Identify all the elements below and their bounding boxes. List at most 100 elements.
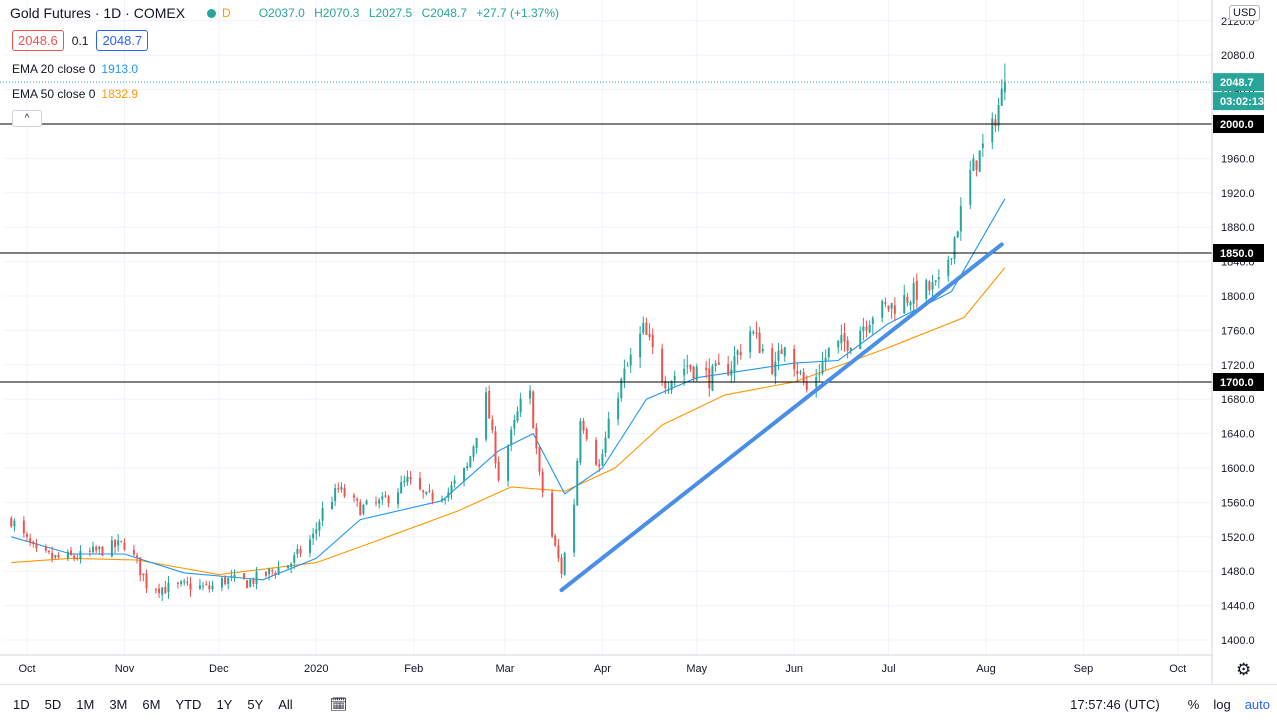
candle (557, 538, 560, 563)
timeframe-1d[interactable]: 1D (13, 697, 30, 712)
buy-price-button[interactable]: 2048.7 (96, 30, 149, 51)
candle (403, 475, 406, 487)
candle (485, 387, 488, 442)
candle (120, 540, 123, 543)
candle (695, 363, 698, 382)
candle (541, 468, 544, 498)
log-toggle[interactable]: log (1213, 697, 1231, 712)
last-price-label-bg (1213, 73, 1264, 92)
timeframe-3m[interactable]: 3M (109, 697, 128, 712)
timeframe-1y[interactable]: 1Y (216, 697, 233, 712)
candle-body (290, 563, 293, 567)
candle (315, 522, 318, 541)
hline-2000-label: 2000.0 (1213, 115, 1264, 133)
price-tick-label: 2080.0 (1221, 50, 1255, 62)
candle (145, 569, 148, 594)
hline-2000-label-text: 2000.0 (1220, 119, 1254, 131)
ema20-label: EMA 20 close 0 (12, 62, 96, 76)
candle (139, 557, 142, 582)
timeframe-5y[interactable]: 5Y (247, 697, 264, 712)
candle (299, 545, 302, 558)
collapse-legend-button[interactable]: ^ (12, 110, 42, 127)
candle (365, 499, 368, 506)
candle-body (202, 585, 205, 587)
candle-body (708, 368, 711, 389)
ema50-legend[interactable]: EMA 50 close 0 1832.9 (12, 87, 138, 101)
gear-icon[interactable]: ⚙ (1236, 660, 1252, 679)
timeframe-6m[interactable]: 6M (142, 697, 161, 712)
candle-body (92, 546, 95, 553)
candle-body (362, 504, 365, 514)
hline-1850-label: 1850.0 (1213, 244, 1264, 262)
ema50-path (11, 267, 1006, 576)
candle-body (868, 324, 871, 333)
candle (761, 344, 764, 354)
candle-body (752, 331, 755, 334)
time-tick-label: 2020 (304, 663, 328, 675)
sell-price-button[interactable]: 2048.6 (12, 30, 64, 51)
timeframe-all[interactable]: All (278, 697, 293, 712)
candle (626, 362, 629, 367)
candle (959, 197, 962, 241)
currency-badge[interactable]: USD (1229, 5, 1261, 21)
candle-body (607, 418, 610, 439)
candle-body (598, 464, 601, 467)
candle-body (595, 440, 598, 465)
candle-body (299, 549, 302, 554)
candle-body (739, 351, 742, 356)
candle (651, 328, 654, 354)
candle-body (513, 419, 516, 429)
candle (211, 580, 214, 592)
candle (425, 491, 428, 496)
candle-body (73, 555, 76, 559)
candle (384, 491, 387, 498)
auto-toggle[interactable]: auto (1244, 697, 1270, 712)
candle (48, 550, 51, 555)
candle (249, 578, 252, 588)
time-axis[interactable]: Oct Nov Dec 2020 Feb Mar Apr May Jun Jul Aug Sep Oct (0, 654, 1212, 675)
candle (123, 538, 126, 552)
price-axis[interactable]: 2120.02080.02040.01960.01920.01880.01840… (1211, 0, 1255, 684)
clock[interactable]: 17:57:46 (UTC) (1070, 697, 1160, 712)
candle-body (466, 465, 469, 469)
time-tick-label: Mar (495, 663, 514, 675)
candle-body (576, 460, 579, 506)
candle (180, 579, 183, 587)
timeframe-1m[interactable]: 1M (76, 697, 95, 712)
candle-body (714, 363, 717, 366)
candle (777, 342, 780, 371)
candle (114, 539, 117, 554)
candle (224, 575, 227, 586)
candle-body (365, 500, 368, 505)
candle (308, 534, 311, 558)
candle-body (906, 296, 909, 303)
candle (202, 582, 205, 591)
candle (450, 481, 453, 500)
candle (264, 571, 267, 578)
candle (906, 292, 909, 307)
candle-body (535, 427, 538, 449)
timeframe-ytd[interactable]: YTD (175, 697, 202, 712)
price-tick-label: 1640.0 (1221, 429, 1255, 441)
candle-body (648, 334, 651, 338)
candle (98, 545, 101, 555)
candle (406, 470, 409, 486)
candle-body (249, 579, 252, 587)
candle (132, 544, 135, 557)
candle (205, 580, 208, 586)
candle-body (758, 332, 761, 354)
ema20-legend[interactable]: EMA 20 close 0 1913.0 (12, 62, 138, 76)
date-range-icon[interactable]: 🗓 (329, 696, 348, 712)
price-chart[interactable]: 2120.02080.02040.01960.01920.01880.01840… (0, 0, 1277, 684)
candle (441, 495, 444, 503)
timeframe-5d[interactable]: 5D (44, 697, 62, 712)
candle (475, 437, 478, 454)
candle (969, 160, 972, 210)
percent-toggle[interactable]: % (1187, 697, 1200, 712)
trendline[interactable] (559, 242, 1004, 593)
candle-body (340, 487, 343, 490)
candle-body (246, 580, 249, 589)
candle-body (255, 571, 258, 585)
price-tick-label: 1560.0 (1221, 497, 1255, 509)
candle (774, 351, 777, 385)
